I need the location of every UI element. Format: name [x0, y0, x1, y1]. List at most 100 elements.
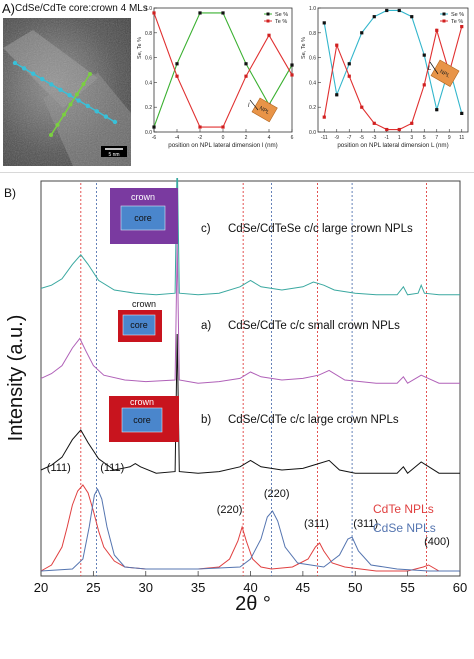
npl-inset: NPL	[251, 97, 278, 123]
data-point	[422, 53, 426, 57]
y-tick-label: 0.0	[145, 130, 152, 136]
data-point	[267, 33, 271, 37]
core-crown-schematic: crown core	[109, 396, 179, 442]
x-tick-label: 0	[222, 135, 225, 141]
data-point	[397, 8, 401, 13]
series-line	[323, 26, 463, 131]
legend-label: CdTe NPLs	[373, 502, 434, 516]
data-point	[347, 74, 351, 78]
cyan-profile-point	[103, 114, 109, 119]
green-profile-point	[49, 133, 53, 137]
data-point	[175, 74, 179, 78]
tem-image: 5 nm	[3, 18, 131, 166]
y-tick-label: 0.6	[309, 56, 316, 62]
scale-bar-box	[101, 146, 127, 157]
data-point	[385, 127, 389, 132]
cyan-profile-point	[58, 87, 63, 93]
x-tick-label: -4	[175, 135, 180, 141]
x-tick-label: 2	[245, 135, 248, 141]
data-point	[221, 11, 225, 15]
cyan-profile-point	[30, 71, 36, 76]
x-tick-label: -11	[321, 135, 328, 141]
data-point	[221, 125, 225, 129]
legend-label: Te %	[451, 19, 463, 25]
y-tick-label: 0.4	[145, 80, 152, 86]
legend-marker	[266, 19, 270, 23]
green-profile-point	[88, 72, 92, 76]
sample-label-prefix: a)	[201, 320, 211, 332]
x-tick-label: 50	[348, 580, 362, 595]
sample-label-prefix: c)	[201, 223, 211, 235]
green-profile-point	[68, 102, 73, 107]
sample-label-prefix: b)	[201, 414, 211, 426]
data-point	[290, 73, 294, 77]
legend-label: Te %	[275, 19, 287, 25]
sample-label: CdSe/CdTe c/c large crown NPLs	[228, 414, 399, 426]
dimension-line	[429, 61, 439, 75]
sample-label: CdSe/CdTe c/c small crown NPLs	[228, 320, 400, 332]
data-point	[410, 15, 414, 19]
data-point	[347, 62, 351, 66]
data-point	[198, 125, 202, 129]
y-tick-label: 0.2	[145, 105, 152, 111]
data-point	[397, 127, 401, 132]
profile-chart-small: 0.0 0.2 0.4 0.6 0.8 1.0 -6 -4 -2 0 2 4 6 position on …	[137, 6, 294, 149]
core-crown-schematic: crown core	[118, 299, 162, 342]
core-label: core	[130, 320, 148, 330]
y-axis-label: Se, Te %	[301, 37, 307, 59]
dimension-label: l	[248, 103, 250, 109]
x-tick-label: -5	[360, 135, 365, 141]
data-point	[290, 63, 294, 67]
xrd-series	[40, 243, 460, 384]
xrd-series	[40, 484, 460, 572]
panel-b: B) 20 25 30 35 40 45 50 55 60 2θ ° Intensity (a.u.…	[0, 178, 474, 659]
peak-label: (111)	[47, 462, 71, 474]
y-tick-label: 0.8	[309, 31, 316, 37]
npl-inset-box	[430, 59, 460, 87]
peak-label: (220)	[264, 488, 290, 500]
panel-a-title: CdSe/CdTe core:crown 4 MLs	[15, 3, 148, 14]
cyan-profile-point	[76, 98, 81, 103]
x-tick-label: 5	[423, 135, 426, 141]
dimension-label: L	[428, 66, 431, 72]
crown-label: crown	[131, 192, 155, 202]
x-tick-label: -6	[152, 135, 157, 141]
data-point	[372, 121, 376, 125]
x-axis-label: 2θ °	[235, 593, 271, 615]
x-tick-label: -3	[372, 135, 377, 141]
plot-frame	[40, 180, 461, 577]
x-tick-label: -2	[198, 135, 203, 141]
xrd-chart: 20 25 30 35 40 45 50 55 60 2θ ° Intensity (a.u.) (1…	[5, 178, 467, 615]
x-tick-label: 45	[296, 580, 310, 595]
x-axis-label: position on NPL lateral dimension L (nm)	[337, 142, 448, 149]
x-tick-label: 9	[448, 135, 451, 141]
npl-inset-box	[251, 97, 278, 123]
cyan-profile-point	[85, 103, 90, 109]
npl-inset-label: NPL	[438, 69, 450, 80]
x-tick-label: 6	[291, 135, 294, 141]
data-point	[244, 74, 248, 78]
green-profile-points	[49, 72, 92, 137]
tem-overlay: 5 nm	[3, 18, 131, 166]
cyan-profile-point	[21, 66, 27, 71]
npl-inset: NPL	[430, 59, 460, 87]
y-axis-label: Se, Te %	[137, 37, 143, 59]
crown-label: crown	[132, 299, 156, 309]
data-point	[410, 121, 414, 125]
peak-label: (220)	[217, 504, 243, 516]
peak-label: (311)	[353, 518, 378, 530]
data-point	[335, 93, 339, 97]
core-box	[121, 407, 163, 433]
cyan-profile-point	[12, 60, 18, 66]
x-tick-label: 35	[191, 580, 205, 595]
data-point	[244, 62, 248, 66]
x-tick-label: -7	[347, 135, 352, 141]
data-point	[335, 43, 339, 47]
data-point	[385, 8, 389, 13]
core-crown-schematic: crown core	[110, 188, 178, 244]
core-label: core	[134, 213, 152, 223]
data-point	[175, 62, 179, 66]
peak-label: (111)	[100, 462, 124, 474]
core-label: core	[133, 415, 151, 425]
x-tick-label: 4	[268, 135, 271, 141]
